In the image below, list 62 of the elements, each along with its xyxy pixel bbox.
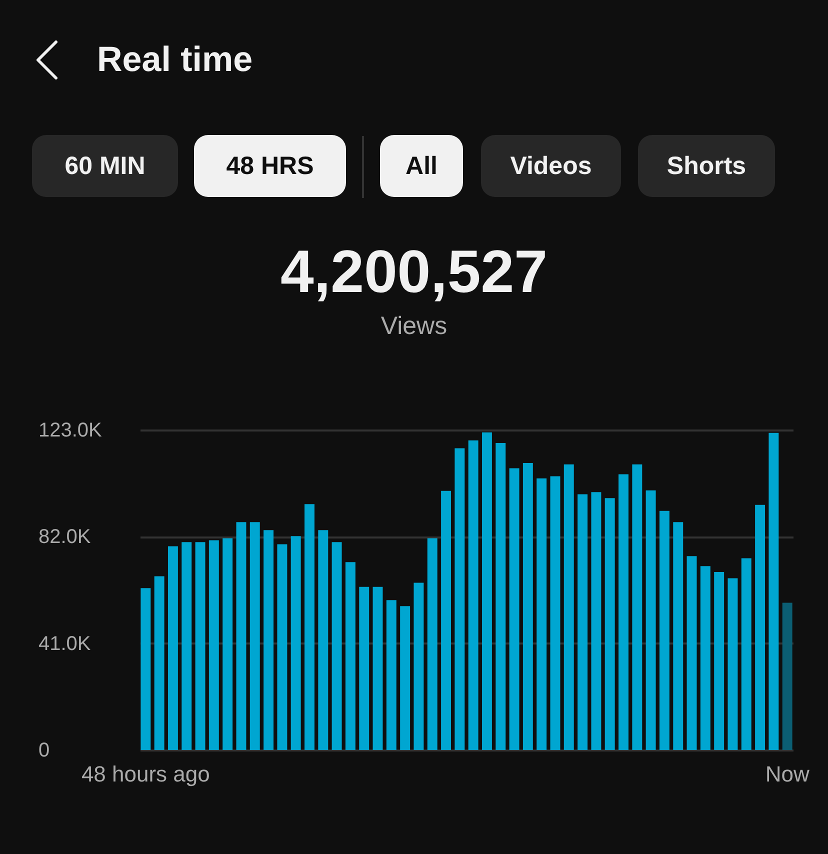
bar bbox=[414, 582, 424, 750]
text: Views bbox=[380, 311, 448, 342]
bar bbox=[168, 546, 178, 750]
bar bbox=[509, 468, 520, 750]
bar bbox=[564, 464, 574, 750]
bar bbox=[604, 498, 615, 750]
bar bbox=[250, 522, 260, 750]
bar bbox=[522, 463, 533, 750]
bar bbox=[304, 504, 314, 750]
text: 48 HRS bbox=[194, 135, 346, 197]
bar bbox=[332, 542, 342, 750]
bar bbox=[618, 474, 628, 750]
bar bbox=[782, 602, 792, 750]
bar bbox=[632, 464, 642, 750]
bar bbox=[345, 562, 356, 750]
bar bbox=[290, 536, 301, 750]
bar bbox=[714, 572, 724, 750]
text: 4,200,527 bbox=[280, 237, 548, 307]
bar bbox=[318, 530, 328, 750]
bar bbox=[646, 490, 656, 750]
bar bbox=[755, 504, 766, 750]
bar bbox=[400, 606, 410, 750]
y-tick-label: 123.0K bbox=[38, 420, 103, 442]
bar bbox=[386, 600, 396, 750]
bar bbox=[700, 566, 710, 750]
chart-title: Real time bbox=[97, 39, 253, 81]
text: All bbox=[380, 135, 463, 197]
bar bbox=[482, 432, 492, 750]
bar bbox=[222, 538, 233, 750]
bar bbox=[686, 556, 697, 750]
text: Shorts bbox=[638, 135, 775, 197]
bar bbox=[454, 448, 465, 750]
bar bbox=[536, 478, 547, 750]
x-tick-label: Now bbox=[765, 762, 810, 786]
bar bbox=[277, 544, 288, 750]
bar bbox=[236, 522, 246, 750]
text: Videos bbox=[481, 135, 621, 197]
y-tick-label: 41.0K bbox=[38, 632, 92, 655]
y-tick-label: 0 bbox=[38, 740, 50, 762]
bar bbox=[195, 542, 206, 750]
bar bbox=[427, 538, 438, 750]
bar bbox=[496, 443, 506, 750]
bar bbox=[578, 494, 588, 750]
bar bbox=[140, 588, 151, 750]
text: 60 MIN bbox=[32, 135, 178, 197]
bar bbox=[741, 558, 752, 750]
y-tick-label: 82.0K bbox=[38, 526, 92, 548]
bar bbox=[591, 492, 602, 750]
bar bbox=[768, 432, 779, 750]
bar bbox=[550, 476, 560, 750]
x-tick-label: 48 hours ago bbox=[81, 762, 210, 786]
bar bbox=[441, 490, 452, 750]
bar bbox=[264, 530, 274, 750]
bar bbox=[468, 440, 478, 750]
bar bbox=[659, 510, 670, 750]
bar bbox=[359, 586, 370, 750]
bar bbox=[728, 578, 738, 750]
bar bbox=[673, 522, 684, 750]
bar bbox=[154, 576, 164, 750]
bar bbox=[182, 542, 192, 750]
bar bbox=[372, 586, 383, 750]
bar bbox=[208, 540, 219, 750]
